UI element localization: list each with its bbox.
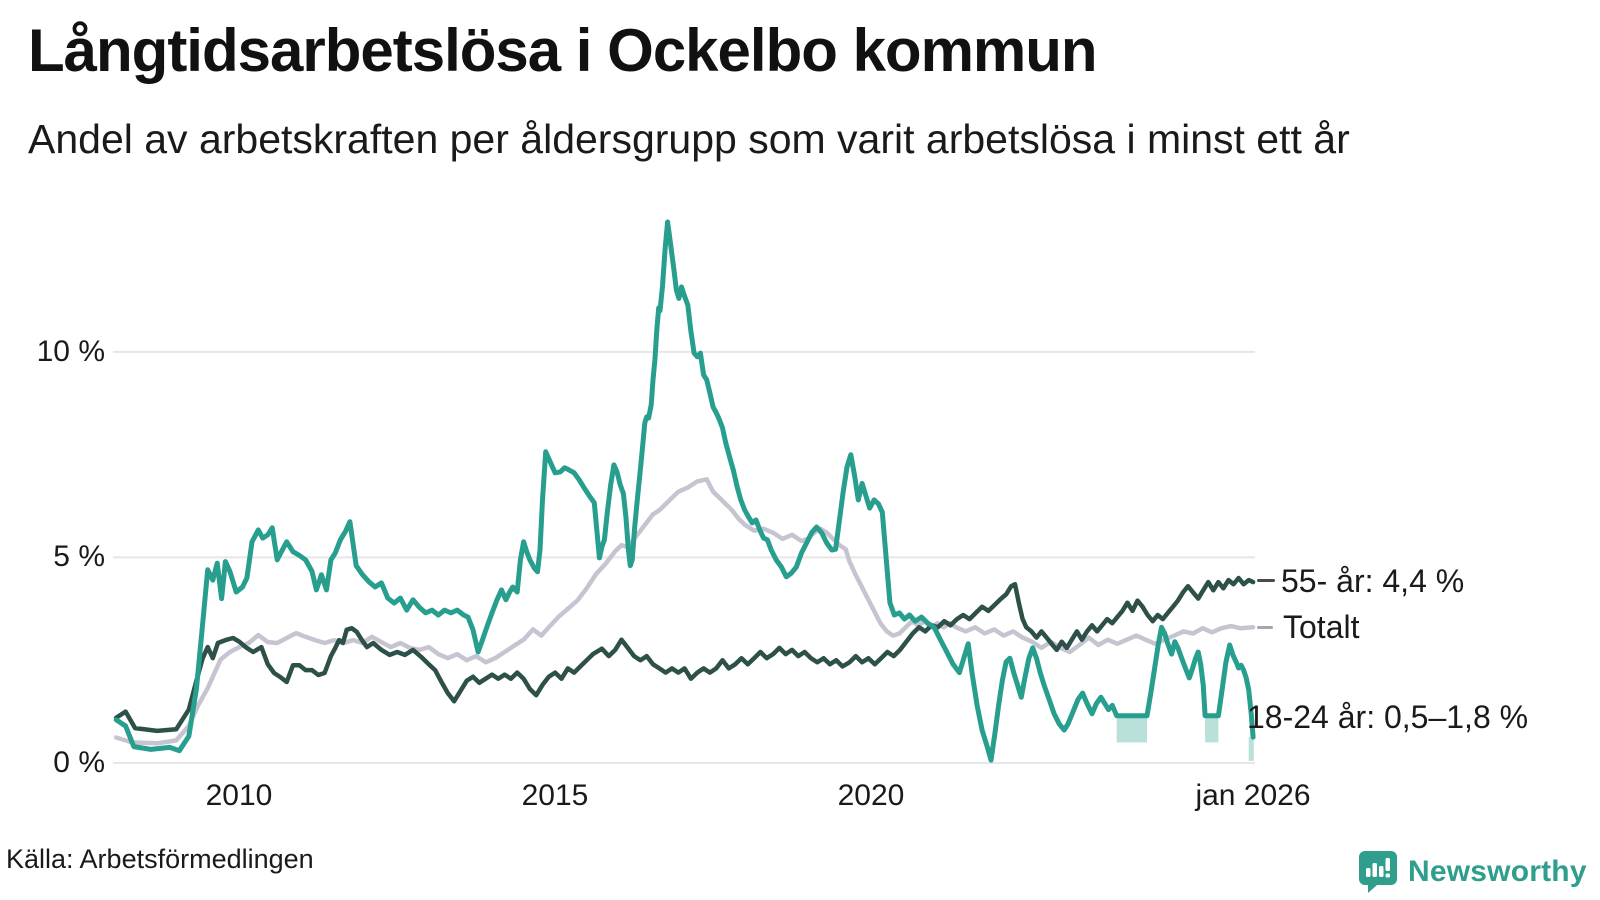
x-axis-tick-2020: 2020 [837, 779, 905, 812]
series-line-18-24-r [113, 219, 1256, 763]
y-axis-tick-5: 5 % [53, 540, 105, 573]
series-label-55ar: 55- år: 4,4 % [1281, 563, 1465, 599]
x-axis-tick-2010: 2010 [205, 779, 273, 812]
x-axis-tick-jan2026: jan 2026 [1195, 779, 1311, 812]
y-axis-tick-0: 0 % [53, 746, 105, 779]
newsworthy-logo: Newsworthy [1358, 850, 1587, 893]
x-axis-tick-2015: 2015 [521, 779, 589, 812]
source-note: Källa: Arbetsförmedlingen [6, 844, 314, 874]
series-line-totalt [113, 477, 1256, 746]
censored-band-1 [1205, 715, 1219, 743]
label-connector-55ar [1257, 579, 1275, 582]
censored-band-2 [1248, 737, 1254, 761]
newsworthy-logo-text: Newsworthy [1408, 854, 1587, 888]
series-label-totalt: Totalt [1283, 609, 1360, 645]
label-connector-totalt [1257, 626, 1273, 629]
page-subtitle: Andel av arbetskraften per åldersgrupp s… [28, 116, 1350, 162]
newsworthy-bubble-chart-icon [1359, 851, 1397, 893]
censored-band-0 [1116, 715, 1147, 743]
series-line-55-r [113, 575, 1256, 734]
series-label-1824ar: 18-24 år: 0,5–1,8 % [1247, 699, 1529, 735]
y-axis-tick-10: 10 % [36, 335, 105, 368]
page-title: Långtidsarbetslösa i Ockelbo kommun [28, 17, 1098, 84]
